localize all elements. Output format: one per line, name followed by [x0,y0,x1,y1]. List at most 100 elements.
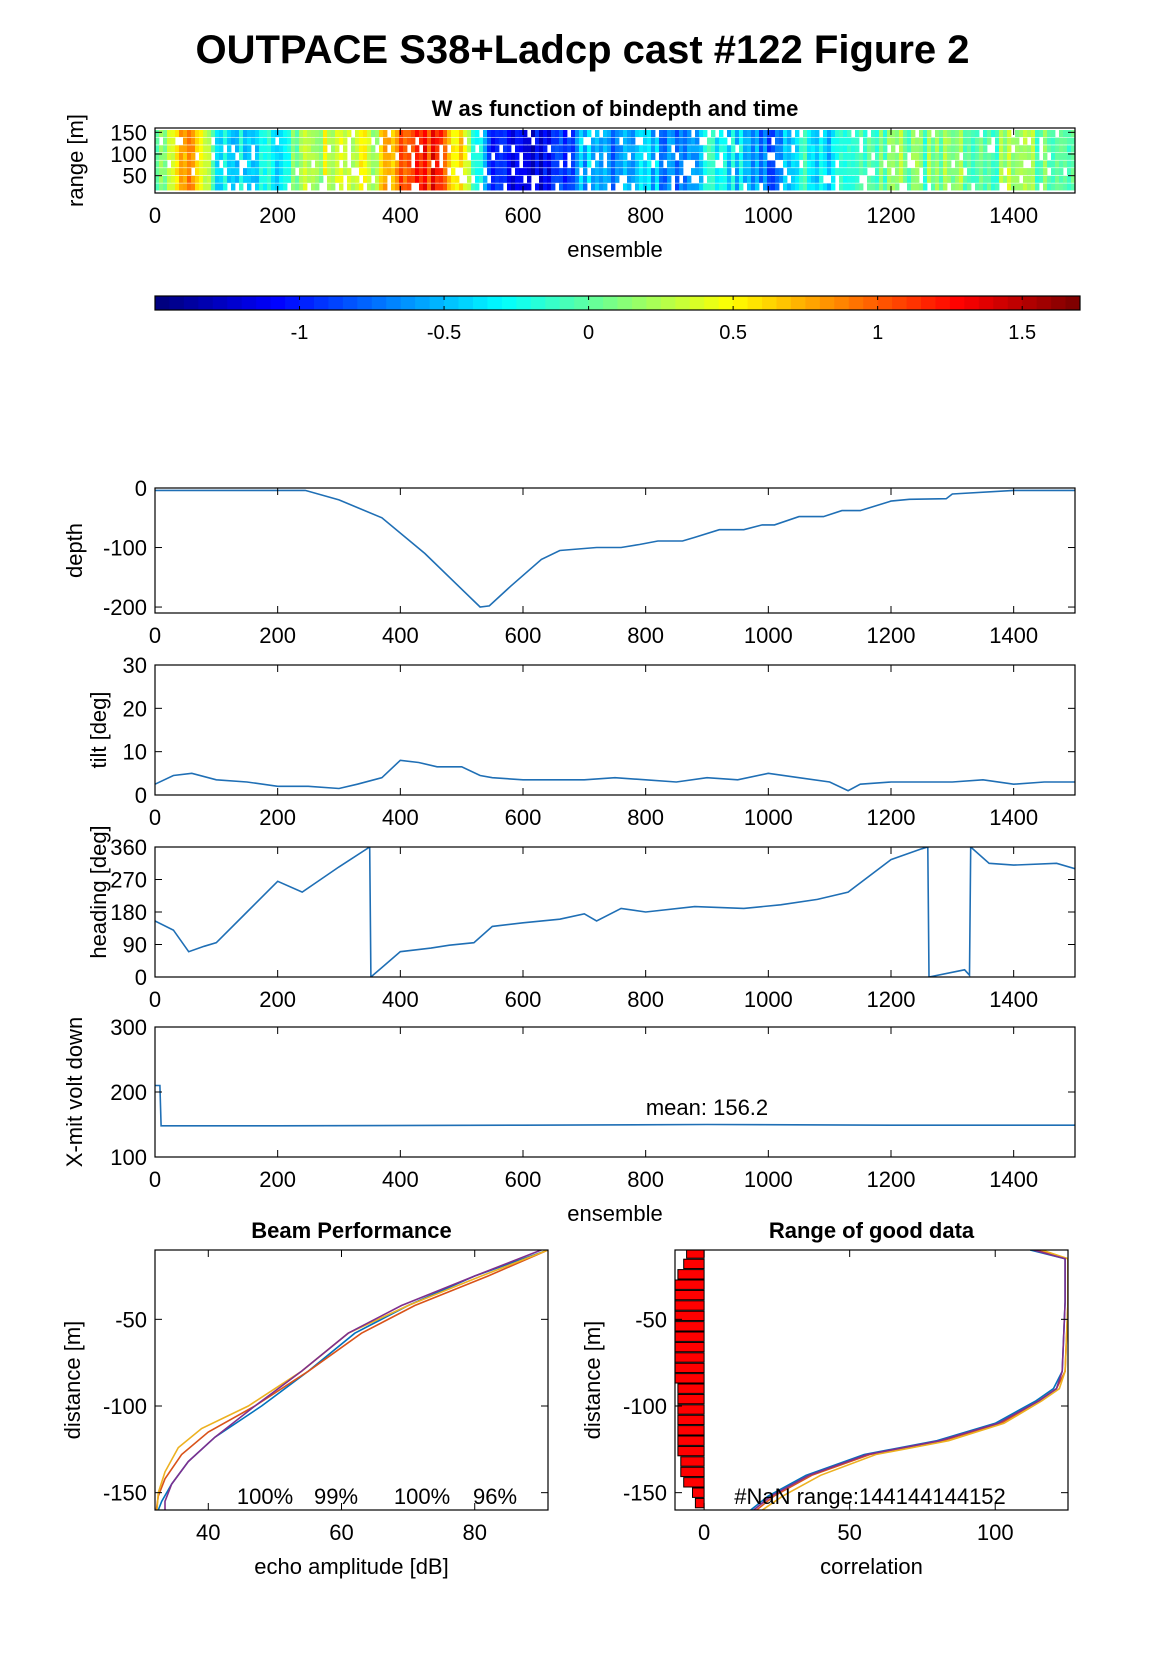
w-heatmap-cell [483,183,488,191]
w-heatmap-cell [939,137,944,145]
w-heatmap-cell [1063,130,1068,138]
w-heatmap-cell [155,145,160,153]
w-heatmap-cell [767,137,772,145]
w-heatmap-cell [311,145,316,153]
w-heatmap-cell [283,168,288,176]
w-heatmap-cell [959,175,964,183]
w-heatmap-cell [367,175,372,183]
w-heatmap-cell [623,137,628,145]
w-heatmap-cell [1055,168,1060,176]
w-heatmap-cell [535,183,540,191]
range-bar [683,1258,705,1270]
w-heatmap-cell [435,145,440,153]
w-heatmap-cell [739,152,744,160]
w-heatmap-cell [167,152,172,160]
w-heatmap-cell [559,183,564,191]
w-heatmap-cell [467,130,472,138]
w-heatmap-cell [375,183,380,191]
beam-plot-area [155,1250,548,1510]
w-heatmap-cell [531,130,536,138]
w-heatmap-cell [567,168,572,176]
depth-plot-area [155,489,1075,608]
w-heatmap-cell [707,175,712,183]
w-image-xtick-label: 400 [382,203,419,228]
w-heatmap-cell [927,130,932,138]
colorbar-segment [877,296,893,310]
w-heatmap-cell [619,130,624,138]
w-heatmap-cell [775,130,780,138]
w-heatmap-cell [827,183,832,191]
w-heatmap-cell [815,152,820,160]
w-heatmap-cell [407,160,412,168]
w-heatmap-cell [967,137,972,145]
colorbar-tick-label: 1 [872,322,883,344]
w-heatmap-cell [1023,137,1028,145]
w-heatmap-cell [227,160,232,168]
w-heatmap-cell [223,175,228,183]
heading-ytick-label: 360 [110,835,147,860]
w-heatmap-cell [715,168,720,176]
w-heatmap-cell [971,137,976,145]
w-heatmap-cell [283,137,288,145]
w-heatmap-cell [567,145,572,153]
w-heatmap-cell [403,160,408,168]
w-heatmap-cell [367,130,372,138]
w-heatmap-cell [1015,183,1020,191]
w-heatmap-cell [751,160,756,168]
w-heatmap-cell [563,137,568,145]
w-heatmap-cell [651,168,656,176]
w-heatmap-cell [415,130,420,138]
tilt-series-line [155,759,1075,792]
w-heatmap-cell [631,145,636,153]
w-heatmap-cell [803,145,808,153]
w-heatmap-cell [747,137,752,145]
w-heatmap-cell [235,168,240,176]
w-heatmap-cell [211,160,216,168]
w-heatmap-cell [399,152,404,160]
w-heatmap-cell [267,137,272,145]
w-heatmap-cell [1071,183,1076,191]
w-heatmap-cell [443,168,448,176]
w-heatmap-cell [555,145,560,153]
w-heatmap-cell [227,152,232,160]
w-heatmap-cell [811,145,816,153]
w-heatmap-cell [983,175,988,183]
w-heatmap-cell [707,152,712,160]
w-heatmap-cell [923,175,928,183]
w-heatmap-cell [927,145,932,153]
w-heatmap-cell [1031,168,1036,176]
w-heatmap-cell [443,130,448,138]
w-heatmap-cell [735,175,740,183]
w-heatmap-cell [1051,160,1056,168]
w-heatmap-cell [827,160,832,168]
w-heatmap-cell [579,130,584,138]
w-heatmap-cell [851,152,856,160]
w-heatmap-cell [287,137,292,145]
w-heatmap-cell [843,145,848,153]
w-heatmap-cell [299,175,304,183]
w-heatmap-cell [827,152,832,160]
w-heatmap-cell [307,145,312,153]
w-heatmap-cell [519,145,524,153]
colorbar-segment [386,296,402,310]
w-heatmap-cell [383,130,388,138]
range-bar [677,1414,705,1426]
range-bar [675,1300,705,1311]
w-heatmap-cell [1055,152,1060,160]
w-heatmap-cell [483,130,488,138]
w-heatmap-cell [935,130,940,138]
w-heatmap-cell [547,137,552,145]
w-heatmap-cell [187,168,192,176]
w-heatmap-cell [955,183,960,191]
w-heatmap-cell [1035,160,1040,168]
w-heatmap-cell [479,175,484,183]
w-heatmap-cell [207,130,212,138]
heading-ytick-label: 90 [123,933,147,958]
w-heatmap-cell [403,175,408,183]
w-heatmap-cell [663,168,668,176]
w-heatmap-cell [751,183,756,191]
w-heatmap-cell [291,130,296,138]
w-heatmap-cell [911,175,916,183]
w-heatmap-cell [639,152,644,160]
w-heatmap-cell [203,168,208,176]
